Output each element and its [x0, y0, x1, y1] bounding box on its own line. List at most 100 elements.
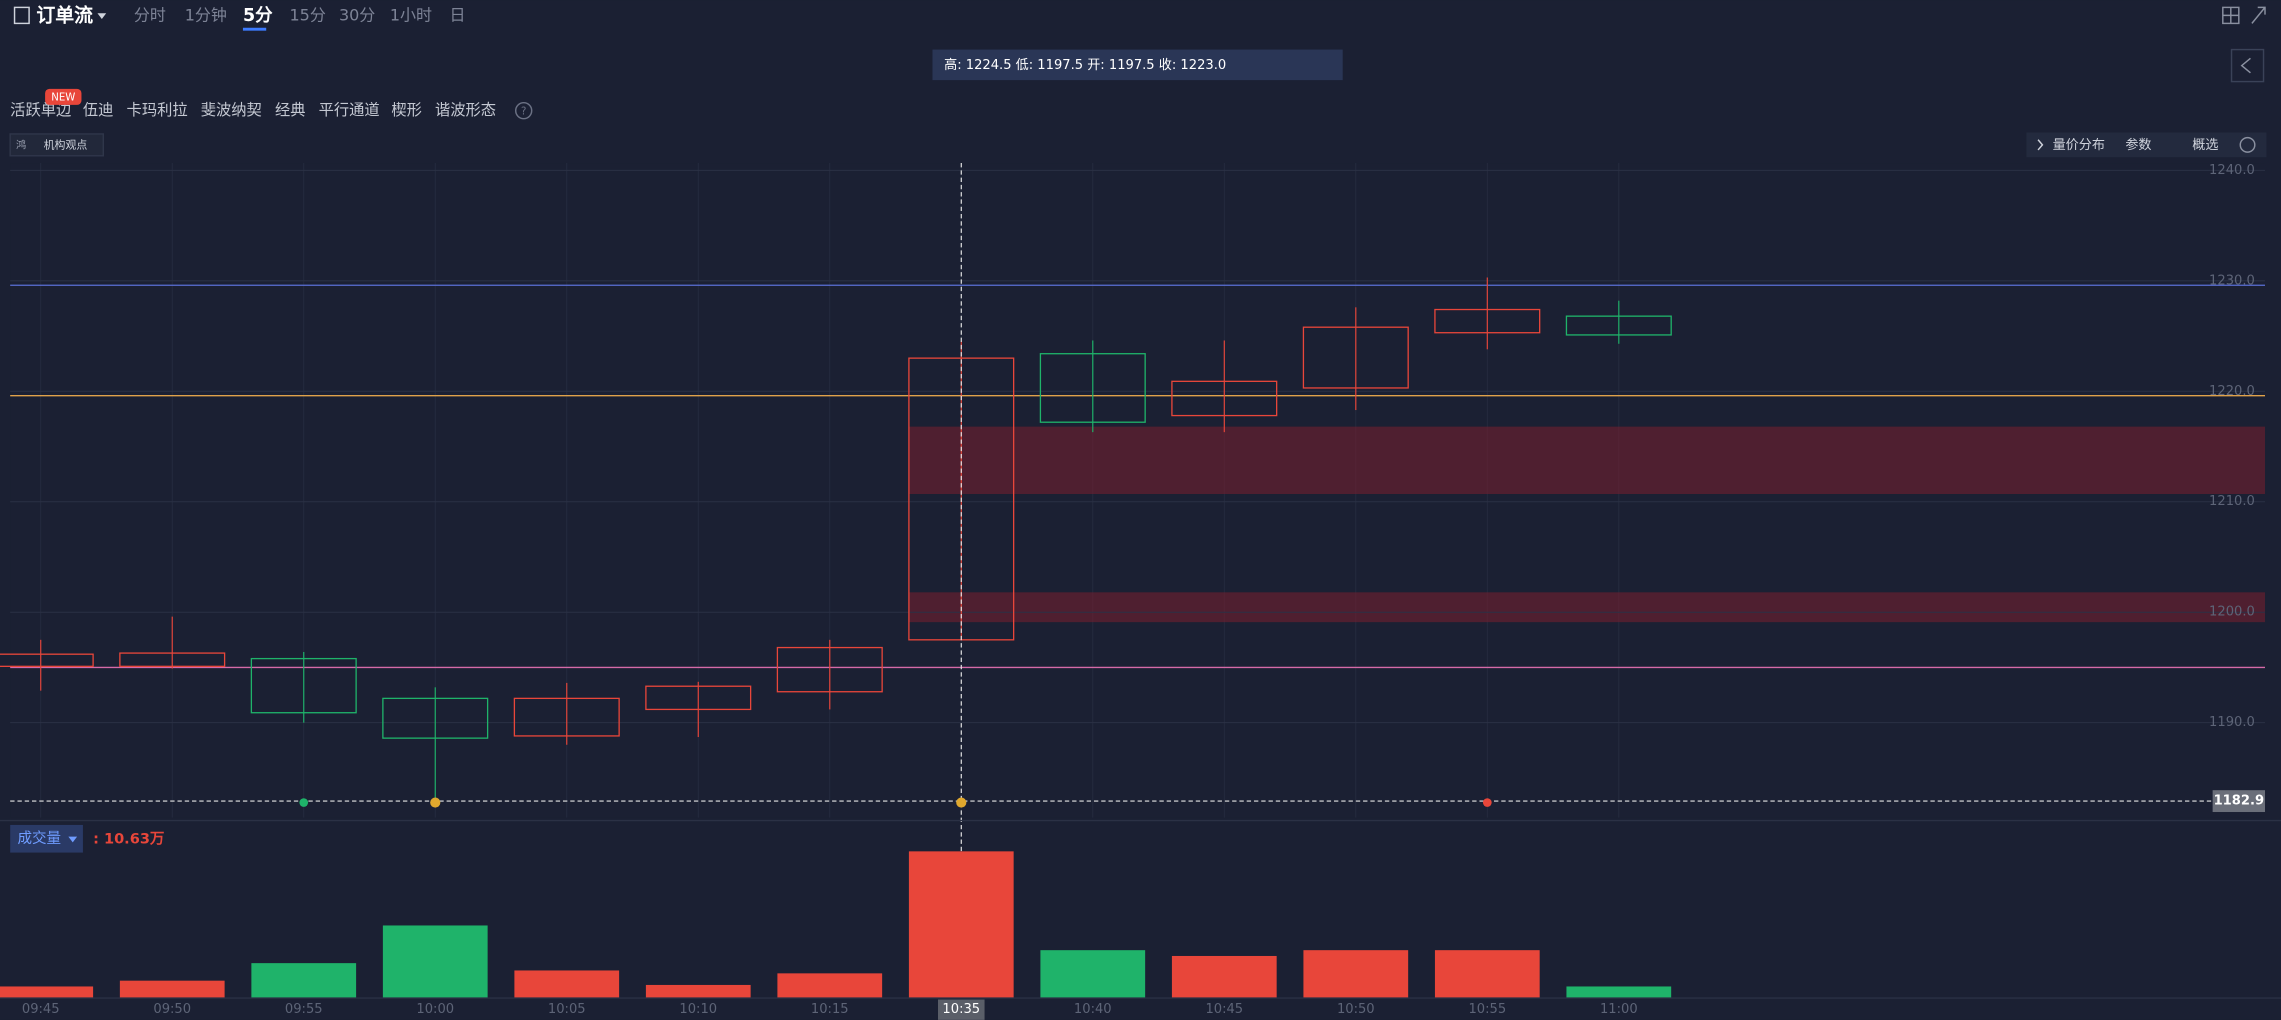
collapse-button[interactable]: [2230, 48, 2265, 83]
institution-button[interactable]: 机构观点: [44, 138, 88, 152]
period-tab[interactable]: 1分钟: [185, 6, 227, 25]
volume-chart: 成交量 : 10.63万: [0, 819, 2281, 999]
candle-body: [645, 685, 752, 711]
last-price-label: 1182.9: [2214, 794, 2264, 809]
volume-bar: [1566, 986, 1672, 999]
period-tab[interactable]: 15分: [289, 6, 325, 25]
candle-body: [1171, 380, 1278, 417]
x-tick-label: 09:50: [153, 1002, 191, 1017]
x-tick-label: 11:00: [1600, 1002, 1638, 1017]
price-zone: [908, 592, 2265, 623]
institution-button-bg[interactable]: [9, 133, 105, 157]
y-tick-label: 1220.0: [2209, 384, 2255, 399]
price-zone: [908, 426, 2265, 495]
y-tick-label: 1200.0: [2209, 605, 2255, 620]
volume-bar: [1171, 955, 1277, 999]
institution-icon: 鸿: [16, 139, 26, 152]
period-tab[interactable]: 5分: [243, 6, 273, 26]
tool-item[interactable]: 斐波纳契: [201, 101, 262, 119]
event-marker: [430, 797, 441, 808]
help-icon[interactable]: [514, 101, 533, 120]
ohlc-info: 高: 1224.5 低: 1197.5 开: 1197.5 收: 1223.0: [944, 56, 1226, 73]
new-badge: NEW: [51, 93, 75, 104]
help-mark: ?: [521, 106, 526, 117]
volume-bar: [1040, 950, 1146, 999]
candle-body: [1565, 315, 1672, 336]
volume-current: : 10.63万: [93, 830, 164, 847]
tool-item[interactable]: 楔形: [391, 101, 422, 119]
candle-body: [382, 697, 489, 739]
right-buttons: 量价分布 参数 概选: [2037, 136, 2256, 153]
candle-body: [0, 653, 94, 667]
time-axis: 09:45 09:50 09:55 10:00 10:05 10:10 10:15 10:35…: [22, 999, 1638, 1020]
volume-bar: [251, 963, 357, 999]
volume-bar: [1434, 950, 1540, 999]
event-marker: [1482, 798, 1492, 807]
period-tab[interactable]: 1小时: [390, 6, 432, 25]
volume-bar: [0, 986, 94, 999]
x-tick-label: 10:40: [1074, 1002, 1112, 1017]
tool-item[interactable]: 卡玛利拉: [127, 101, 188, 119]
y-tick-label: 1210.0: [2209, 494, 2255, 509]
volume-bar: [645, 984, 751, 999]
help-icon[interactable]: [2239, 136, 2256, 153]
x-tick-label: 10:10: [679, 1002, 717, 1017]
period-tabs: 分时 1分钟 5分 15分 30分 1小时日: [134, 6, 466, 31]
last-price-box: [2212, 790, 2265, 813]
candle-body: [119, 652, 226, 667]
volume-bar: [777, 973, 883, 999]
right-toolbar: [2026, 132, 2267, 158]
x-tick-label: 10:50: [1337, 1002, 1375, 1017]
x-tick-label: 10:35: [942, 1002, 980, 1017]
candle-body: [1302, 326, 1409, 389]
event-marker: [956, 797, 967, 808]
drawing-tools: 活跃单边 伍迪 卡玛利拉 斐波纳契 经典 平行通道 楔形 谐波形态: [10, 101, 496, 119]
time-highlight: [938, 999, 985, 1020]
y-tick-label: 1240.0: [2209, 163, 2255, 178]
period-tab[interactable]: 分时: [134, 6, 166, 25]
volume-bar: [382, 925, 488, 999]
right-button[interactable]: 量价分布: [2053, 137, 2105, 153]
volume-bar: [1303, 950, 1409, 999]
y-tick-label: 1230.0: [2209, 273, 2255, 288]
dropdown-arrow[interactable]: [97, 13, 107, 20]
price-chart: 1190.0 1200.0 1210.0 1220.0 1230.0 1240.0 1182…: [0, 163, 2265, 999]
dropdown-arrow: [68, 836, 78, 843]
candle-body: [776, 646, 883, 693]
volume-bar: [514, 970, 620, 999]
x-tick-label: 10:05: [548, 1002, 586, 1017]
x-tick-label: 10:45: [1205, 1002, 1243, 1017]
volume-bar: [908, 851, 1014, 999]
x-tick-label: 10:15: [811, 1002, 849, 1017]
volume-title[interactable]: 成交量: [17, 829, 61, 847]
tool-item[interactable]: 经典: [275, 101, 306, 119]
event-marker: [299, 798, 309, 807]
x-tick-label: 10:00: [416, 1002, 454, 1017]
y-tick-label: 1190.0: [2209, 715, 2255, 730]
right-button[interactable]: 参数: [2125, 136, 2151, 153]
candle-body: [1434, 308, 1541, 334]
x-tick-label: 09:45: [22, 1002, 60, 1017]
volume-bar: [119, 980, 225, 999]
tool-item[interactable]: 平行通道: [319, 101, 380, 119]
tool-item[interactable]: 伍迪: [83, 101, 114, 119]
chevron: [2037, 139, 2044, 151]
app-title[interactable]: 订单流: [36, 4, 93, 27]
candle-body: [513, 697, 620, 737]
tool-item[interactable]: 活跃单边: [10, 101, 71, 119]
tool-item[interactable]: 谐波形态: [435, 101, 496, 119]
candle-body: [1039, 353, 1146, 423]
candle-body: [250, 657, 357, 714]
ohlc-info-box: [932, 49, 1343, 81]
right-button[interactable]: 概选: [2192, 137, 2218, 153]
period-tab[interactable]: 30分: [339, 6, 375, 25]
period-tab[interactable]: 日: [450, 6, 466, 25]
chart-icon: [13, 6, 30, 25]
active-tab-underline: [242, 27, 267, 31]
x-tick-label: 10:55: [1468, 1002, 1506, 1017]
expand-icon[interactable]: [2251, 6, 2266, 24]
collapse-arrow: [2240, 57, 2251, 74]
x-tick-label: 09:55: [285, 1002, 323, 1017]
new-badge-bg: [45, 88, 82, 105]
